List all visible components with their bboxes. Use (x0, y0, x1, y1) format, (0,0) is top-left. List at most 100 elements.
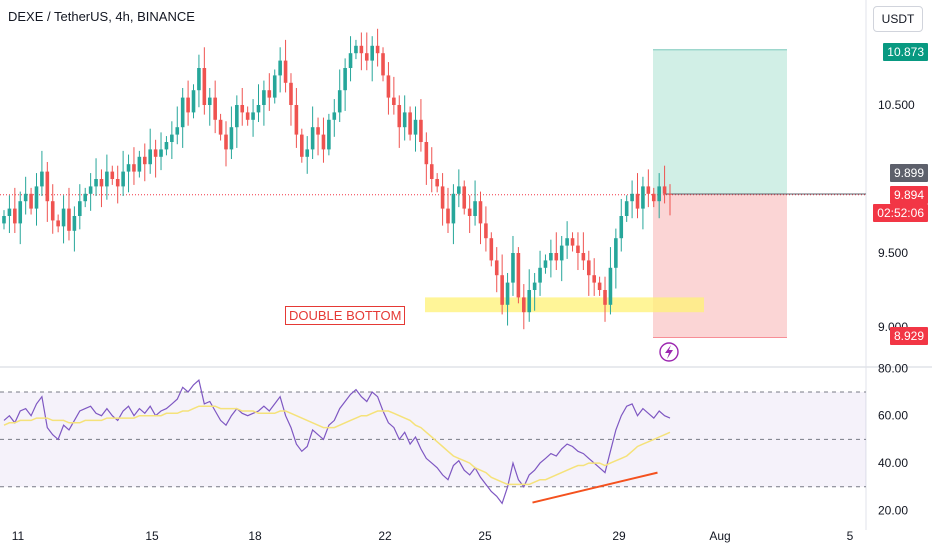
candle-body (538, 267, 542, 283)
loss-zone (653, 193, 787, 338)
candle-body (202, 68, 207, 105)
time-axis-label: 15 (145, 529, 159, 543)
candle-body (668, 193, 672, 195)
candle-body (619, 216, 624, 239)
candle-body (586, 260, 591, 276)
candle-body (72, 216, 77, 231)
candle-body (207, 97, 212, 105)
time-axis-label: 11 (12, 529, 25, 543)
bullish-divergence-line (532, 471, 658, 504)
candle-body (164, 142, 169, 150)
candle-body (451, 193, 456, 224)
candle-body (597, 282, 602, 290)
candle-body (413, 119, 418, 135)
candle-body (99, 179, 104, 187)
candle-body (641, 186, 645, 209)
candle-body (115, 179, 120, 187)
countdown-tag: 02:52:06 (873, 204, 928, 222)
candle-body (18, 201, 23, 224)
candle-body (110, 171, 115, 179)
candle-body (630, 193, 634, 202)
candle-body (646, 186, 651, 194)
candle-body (142, 156, 147, 165)
candle-body (543, 260, 548, 268)
entry-price-tag: 9.899 (889, 164, 928, 182)
candle-body (419, 119, 423, 142)
candle-body (148, 149, 152, 165)
chart-title: DEXE / TetherUS, 4h, BINANCE (8, 9, 195, 24)
candle-body (576, 245, 580, 253)
candle-body (370, 45, 374, 61)
candle-body (429, 164, 434, 179)
candle-body (175, 127, 180, 135)
candle-body (511, 253, 515, 283)
candle-body (240, 105, 245, 113)
candle-body (170, 134, 174, 142)
candle-body (392, 97, 396, 105)
candle-body (88, 186, 93, 194)
candle-body (494, 260, 499, 276)
candle-body (7, 208, 12, 216)
candle-body (559, 245, 564, 261)
currency-button[interactable]: USDT (873, 6, 923, 32)
candle-body (224, 134, 228, 150)
candle-body (137, 156, 142, 172)
candle-body (440, 186, 445, 209)
candle-body (473, 201, 477, 216)
last-price-tag: 9.894 (889, 186, 928, 204)
candle-body (13, 208, 17, 224)
candle-body (467, 208, 472, 216)
candle-body (300, 134, 304, 157)
candle-body (197, 68, 201, 91)
candle-body (527, 290, 532, 313)
candle-body (354, 45, 358, 54)
candle-body (489, 238, 494, 261)
price-axis-label: 9.500 (878, 246, 908, 260)
time-axis-label: Aug (709, 529, 730, 543)
candle-body (446, 208, 450, 224)
candle-body (581, 253, 586, 261)
candle-body (218, 119, 223, 135)
candle-body (61, 208, 66, 227)
candle-body (381, 53, 385, 76)
candle-body (159, 149, 163, 157)
candle-body (603, 290, 607, 305)
candle-body (332, 112, 337, 120)
stop-price-tag: 8.929 (889, 327, 928, 345)
candle-body (516, 253, 521, 298)
candle-body (657, 186, 661, 202)
target-price-tag: 10.873 (883, 43, 928, 61)
candle-body (40, 171, 44, 187)
candle-body (337, 90, 342, 113)
double-bottom-label: DOUBLE BOTTOM (285, 306, 406, 325)
time-axis-label: 22 (378, 529, 392, 543)
candle-body (45, 171, 50, 202)
candle-body (635, 193, 640, 209)
profit-zone (653, 49, 787, 194)
candle-body (251, 112, 255, 120)
candle-body (554, 253, 559, 261)
candle-body (267, 90, 272, 98)
candle-body (608, 267, 613, 305)
candle-body (256, 105, 261, 113)
candle-body (375, 45, 380, 54)
candle-body (153, 149, 158, 157)
candle-body (662, 186, 667, 194)
candle-body (245, 112, 250, 120)
candle-body (570, 238, 575, 246)
candle-body (235, 105, 239, 128)
candle-body (305, 149, 310, 157)
candle-body (2, 216, 6, 224)
candle-body (408, 112, 412, 135)
candle-body (484, 223, 488, 239)
candle-body (83, 193, 88, 202)
candle-body (549, 253, 553, 261)
candle-body (121, 171, 125, 187)
candle-body (364, 53, 369, 61)
candle-body (478, 201, 483, 224)
candle-body (500, 275, 504, 305)
candle-body (310, 127, 315, 150)
candle-body (624, 201, 629, 216)
candle-body (402, 112, 407, 128)
